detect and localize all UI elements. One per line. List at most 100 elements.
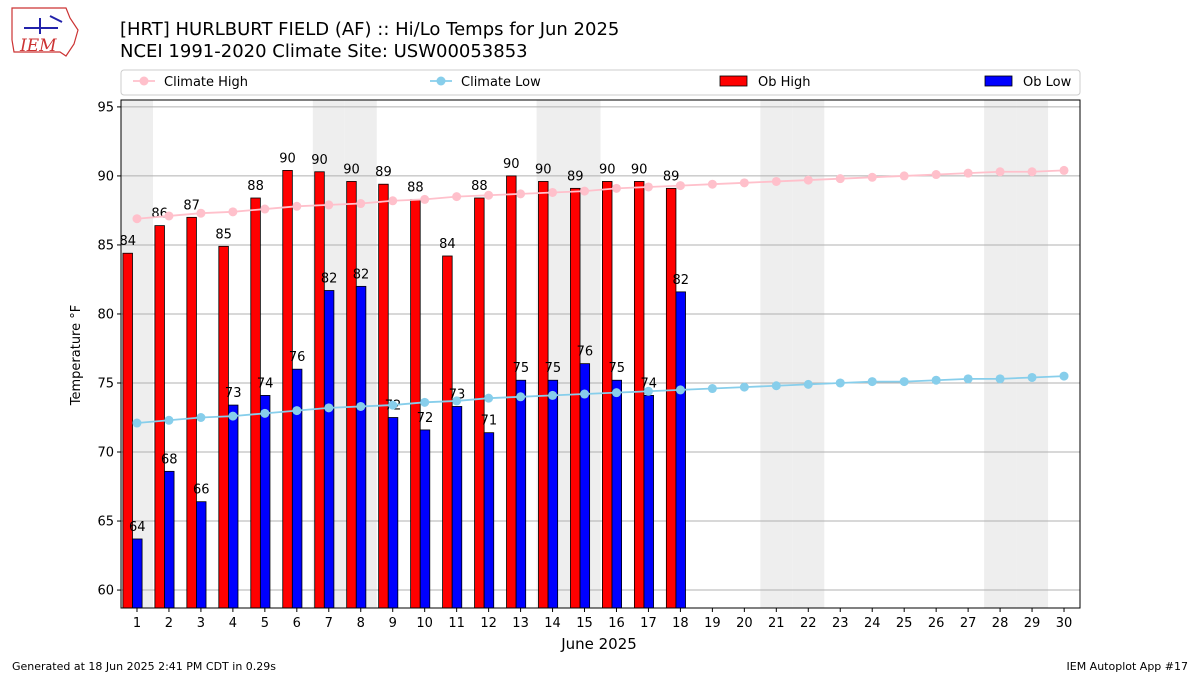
x-tick-label: 4 [229,616,237,631]
bar [483,432,495,609]
bar [547,379,559,609]
weekend-shade [792,100,825,608]
data-label: 90 [631,162,648,177]
bar [602,181,613,609]
bar [132,538,143,609]
bar [579,363,591,609]
marker [516,189,526,199]
x-tick-label: 3 [197,616,205,631]
x-tick-label: 16 [608,616,625,631]
legend-marker [139,76,149,86]
data-label: 71 [481,414,498,429]
bar [228,404,239,609]
y-tick-label: 85 [97,238,114,253]
data-label: 68 [161,452,178,467]
bar [506,175,517,609]
x-tick-label: 29 [1024,616,1041,631]
marker [164,415,174,425]
bar [314,171,325,609]
x-tick-label: 5 [261,616,269,631]
data-label: 88 [407,180,424,195]
marker [420,194,430,204]
bar [154,225,165,609]
data-label: 75 [609,361,626,376]
legend-swatch [719,75,748,87]
marker [771,381,781,391]
marker [1059,165,1069,175]
data-label: 76 [577,345,594,360]
bar [323,290,335,609]
marker [899,377,909,387]
marker [292,201,302,211]
data-label: 89 [567,169,584,184]
data-label: 75 [513,361,530,376]
legend-label: Climate High [164,75,248,90]
bar [387,417,399,609]
marker [260,204,270,214]
weekend-shade [1016,100,1049,608]
x-tick-label: 8 [357,616,365,631]
logo: IEM [11,7,79,57]
x-tick-label: 20 [736,616,753,631]
marker [707,384,717,394]
y-tick-label: 60 [97,584,114,599]
data-label: 87 [183,198,200,213]
bar [570,187,581,609]
x-tick-label: 10 [416,616,433,631]
marker [484,393,494,403]
marker [132,214,142,224]
data-label: 74 [640,376,657,391]
data-label: 90 [503,157,520,172]
marker [356,401,366,411]
marker [548,187,558,197]
marker [803,379,813,389]
marker [388,196,398,206]
plot-frame [120,99,1081,609]
x-tick-label: 28 [992,616,1009,631]
legend-marker [436,76,446,86]
chart-subtitle: NCEI 1991-2020 Climate Site: USW00053853 [120,41,528,62]
x-tick-label: 22 [800,616,817,631]
data-label: 64 [129,520,146,535]
marker [963,168,973,178]
legend-swatch [984,75,1013,87]
data-label: 74 [257,376,274,391]
marker [420,397,430,407]
x-tick-label: 12 [480,616,497,631]
marker [1027,372,1037,382]
marker [995,167,1005,177]
bar [186,216,197,609]
marker [1027,167,1037,177]
line [136,375,1065,424]
x-tick-label: 27 [960,616,977,631]
bar [515,379,527,609]
x-tick-label: 25 [896,616,913,631]
data-label: 90 [599,162,616,177]
marker [611,388,621,398]
data-label: 73 [225,386,242,401]
marker [164,211,174,221]
legend-label: Ob Low [1023,75,1072,90]
marker [707,179,717,189]
y-tick-label: 95 [97,100,114,115]
bar [282,170,293,609]
marker [867,172,877,182]
marker [292,406,302,416]
marker [643,386,653,396]
marker [324,403,334,413]
bar [538,181,549,609]
data-label: 72 [417,411,434,426]
bar [250,197,261,609]
x-tick-label: 2 [165,616,173,631]
marker [516,392,526,402]
footer-right: IEM Autoplot App #17 [1067,660,1189,673]
marker [452,192,462,202]
x-tick-label: 13 [512,616,529,631]
data-label: 82 [672,273,689,288]
x-tick-label: 15 [576,616,593,631]
marker [196,208,206,218]
y-tick-label: 75 [97,376,114,391]
legend-box [120,69,1081,96]
data-label: 76 [289,350,306,365]
